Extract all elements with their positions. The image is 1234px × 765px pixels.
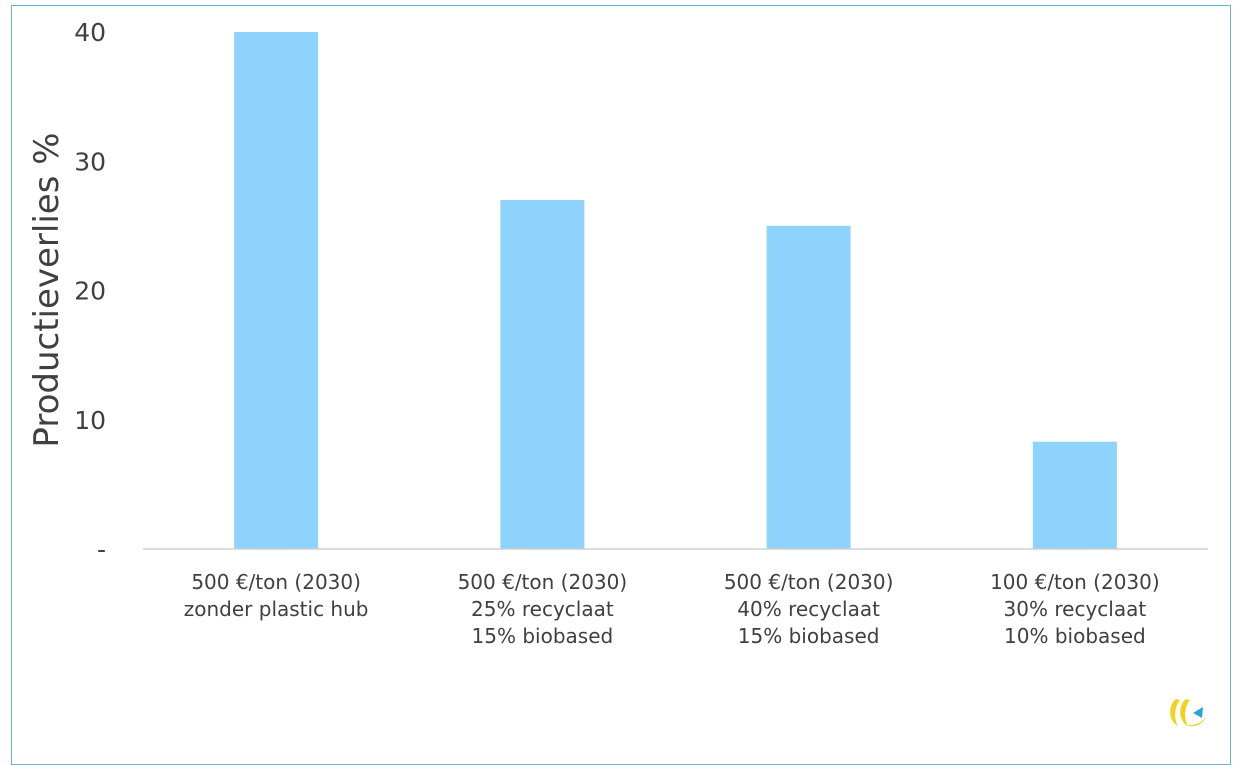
x-tick-label-line: 500 €/ton (2030) (724, 570, 894, 594)
bar (234, 32, 319, 549)
x-tick-label-line: 15% biobased (738, 624, 880, 648)
y-axis-ticks: - 10 20 30 40 (74, 18, 106, 564)
x-tick-label-line: 500 €/ton (2030) (458, 570, 628, 594)
x-tick-label-line: 500 €/ton (2030) (191, 570, 361, 594)
x-tick-label-line: 10% biobased (1004, 624, 1146, 648)
x-tick-label-line: zonder plastic hub (184, 597, 369, 621)
x-tick-label-line: 15% biobased (472, 624, 614, 648)
bars (234, 32, 1117, 549)
x-tick-label-line: 40% recyclaat (737, 597, 880, 621)
y-tick-label: - (97, 535, 106, 564)
y-tick-label: 40 (74, 18, 106, 47)
x-tick-label: 500 €/ton (2030) 40% recyclaat 15% biobase… (724, 570, 894, 648)
company-logo-icon (1170, 699, 1206, 727)
x-tick-label-line: 100 €/ton (2030) (990, 570, 1160, 594)
x-tick-label-line: 25% recyclaat (471, 597, 614, 621)
x-tick-label: 100 €/ton (2030) 30% recyclaat 10% biobase… (990, 570, 1160, 648)
y-tick-label: 20 (74, 277, 106, 306)
y-axis-label-group: Productieverlies % (27, 132, 67, 447)
y-tick-label: 30 (74, 147, 106, 176)
bar (500, 200, 585, 549)
y-axis-label: Productieverlies % (27, 132, 67, 447)
x-tick-label-line: 30% recyclaat (1004, 597, 1147, 621)
x-tick-label: 500 €/ton (2030) 25% recyclaat 15% biobase… (458, 570, 628, 648)
x-tick-label: 500 €/ton (2030) zonder plastic hub (184, 570, 369, 621)
bar (766, 225, 851, 549)
bar (1032, 441, 1117, 549)
y-tick-label: 10 (74, 406, 106, 435)
